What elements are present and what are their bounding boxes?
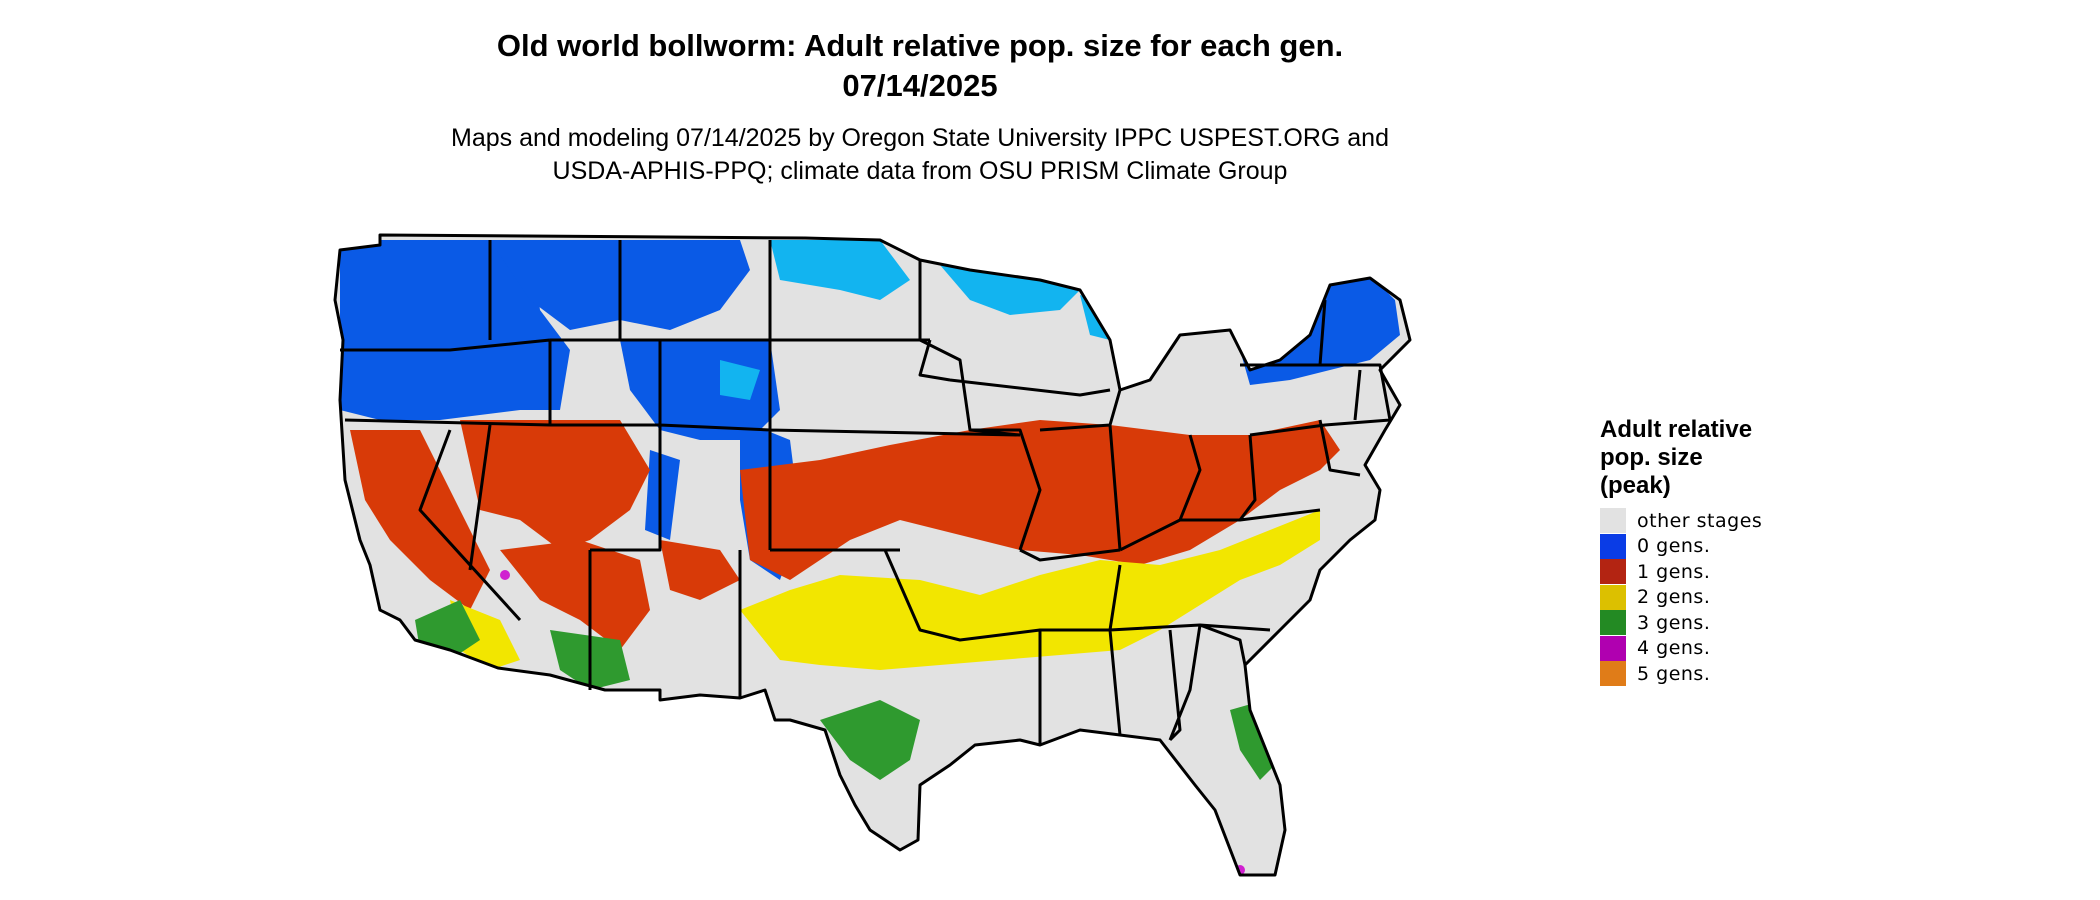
legend-label: 2 gens. [1637,586,1711,609]
legend-swatch-3-gens [1600,610,1626,636]
map-subtitle: Maps and modeling 07/14/2025 by Oregon S… [0,122,1840,188]
title-line-1: Old world bollworm: Adult relative pop. … [496,28,1344,63]
border-lines [340,240,1392,745]
subtitle-line-1: Maps and modeling 07/14/2025 by Oregon S… [451,124,1389,152]
us-outline [333,233,1412,877]
title-date: 07/14/2025 [842,68,998,103]
legend-swatch-2-gens [1600,584,1626,610]
subtitle-line-2: USDA-APHIS-PPQ; climate data from OSU PR… [552,157,1288,185]
legend-swatch-4-gens [1600,635,1626,661]
legend-swatch-1-gens [1600,559,1626,585]
us-map [333,233,1412,877]
legend-label: 4 gens. [1637,637,1711,660]
legend-item-1-gens: 1 gens. [1600,559,1762,585]
legend-item-5-gens: 5 gens. [1600,661,1762,687]
legend-item-0-gens: 0 gens. [1600,533,1762,560]
one-gen-regions [350,420,1340,650]
legend-swatch-5-gens [1600,661,1626,687]
state-borders [333,233,1412,877]
legend-label: 1 gens. [1637,560,1711,583]
legend-item-other-stages: other stages [1600,508,1762,534]
map-title: Old world bollworm: Adult relative pop. … [0,26,1840,106]
legend-swatch-0-gens [1600,533,1626,559]
legend-title-line-2: pop. size [1600,444,1703,471]
legend-swatch-other-stages [1600,508,1626,534]
legend-item-4-gens: 4 gens. [1600,635,1762,662]
map-legend: Adult relative pop. size (peak) other st… [1600,416,1762,687]
legend-item-3-gens: 3 gens. [1600,610,1762,636]
zero-gens-regions [340,240,1400,580]
legend-title: Adult relative pop. size (peak) [1600,416,1762,500]
legend-label: 5 gens. [1637,662,1711,685]
legend-label: 3 gens. [1637,611,1711,634]
legend-item-2-gens: 2 gens. [1600,584,1762,611]
legend-label: 0 gens. [1637,535,1711,558]
legend-title-line-1: Adult relative [1600,416,1753,443]
legend-label: other stages [1637,509,1763,532]
legend-title-line-3: (peak) [1600,472,1671,499]
